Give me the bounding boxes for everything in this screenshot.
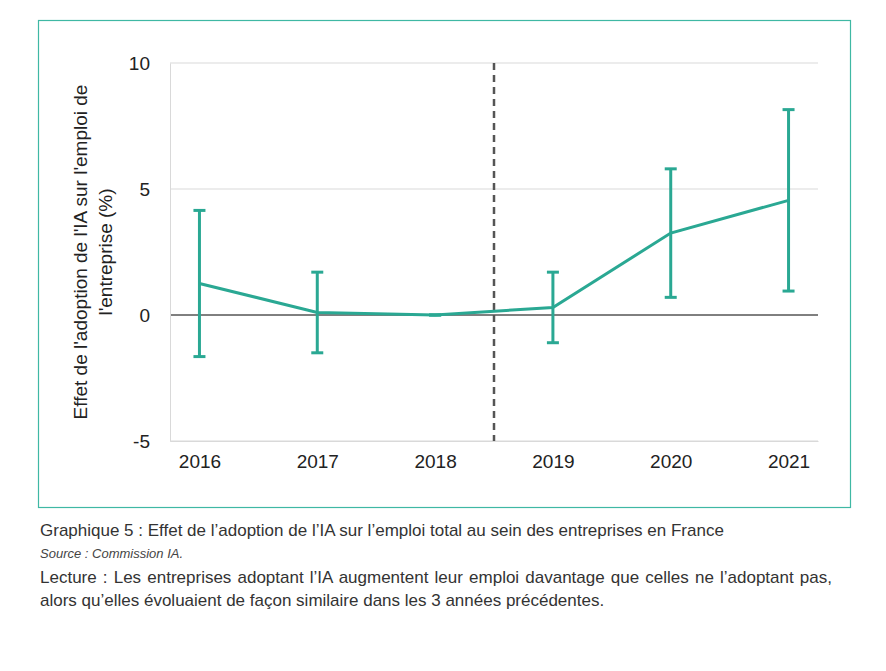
x-tick-label: 2020 [650, 451, 692, 472]
source: Source : Commission IA. [40, 546, 832, 561]
x-tick: 2017 [297, 441, 339, 472]
y-tick-label: 5 [139, 179, 150, 200]
y-tick-label: -5 [133, 431, 150, 452]
y-tick-label: 10 [129, 53, 150, 74]
x-tick-label: 2016 [179, 451, 221, 472]
y-tick: 10 [129, 53, 170, 74]
y-axis: -5 0 5 10 [129, 53, 171, 452]
series-line [199, 200, 788, 315]
y-tick: 5 [139, 179, 170, 200]
x-tick: 2021 [768, 441, 810, 472]
grid [170, 63, 818, 441]
caption: Graphique 5 : Effet de l’adoption de l’I… [40, 521, 832, 541]
x-axis-line [171, 441, 819, 442]
x-tick-label: 2018 [414, 451, 456, 472]
y-tick: 0 [139, 305, 170, 326]
x-tick: 2019 [532, 441, 574, 472]
error-bar [429, 315, 441, 316]
y-axis-title: Effet de l'adoption de l'IA sur l'emploi… [70, 85, 116, 420]
error-bar [193, 210, 205, 356]
y-tick: -5 [133, 431, 170, 452]
x-tick-label: 2017 [297, 451, 339, 472]
x-tick: 2016 [179, 441, 221, 472]
error-bar [547, 272, 559, 343]
x-tick: 2018 [414, 441, 456, 472]
reference-line [493, 63, 496, 441]
x-tick-label: 2021 [768, 451, 810, 472]
x-axis: 2016 2017 2018 2019 2020 2021 [171, 441, 819, 472]
error-bar [783, 110, 795, 291]
marks [193, 63, 794, 441]
frame [39, 21, 851, 508]
x-tick-label: 2019 [532, 451, 574, 472]
note: Lecture : Les entreprises adoptant l’IA … [40, 566, 832, 612]
error-bar [311, 272, 323, 353]
x-tick: 2020 [650, 441, 692, 472]
error-bar [665, 169, 677, 298]
y-tick-label: 0 [139, 305, 150, 326]
y-axis-line [170, 64, 171, 442]
